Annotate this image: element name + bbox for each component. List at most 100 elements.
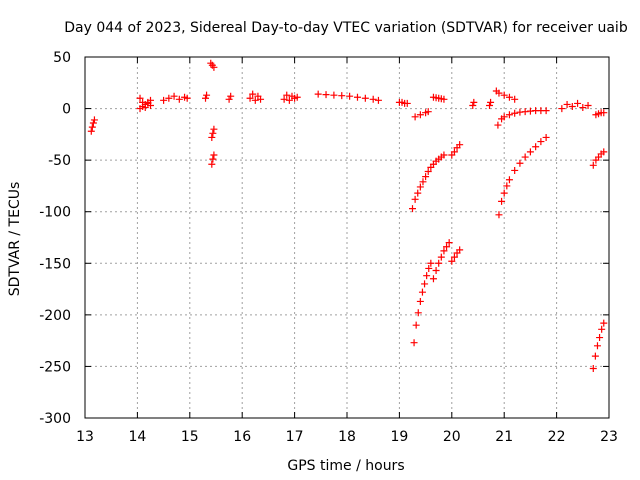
series-s18: [429, 239, 453, 283]
data-points: [87, 59, 608, 372]
data-point: [202, 94, 210, 102]
data-point: [419, 178, 427, 186]
data-point: [500, 113, 508, 121]
data-point: [170, 92, 178, 100]
data-point: [414, 309, 422, 317]
data-point: [432, 267, 440, 275]
x-tick-label: 13: [76, 429, 94, 445]
axis-ticks: 13 14 15 16 17 18 19 20 21 22 23 50 0 -50 -100 -150 -200…: [39, 50, 618, 445]
data-point: [285, 96, 293, 104]
series-s5: [207, 59, 218, 71]
data-point: [593, 342, 601, 350]
x-tick-label: 23: [600, 429, 618, 445]
x-tick-label: 19: [390, 429, 408, 445]
data-point: [450, 148, 458, 156]
series-s6: [208, 125, 218, 141]
data-point: [469, 101, 477, 109]
data-point: [175, 95, 183, 103]
data-point: [470, 98, 478, 106]
y-tick-label: 50: [53, 50, 71, 66]
series-s19: [448, 246, 464, 265]
series-s2: [136, 94, 154, 113]
x-tick-label: 15: [181, 429, 199, 445]
data-point: [456, 141, 464, 149]
data-point: [440, 151, 448, 159]
data-point: [353, 93, 361, 101]
data-point: [429, 275, 437, 283]
data-point: [450, 253, 458, 261]
data-point: [574, 99, 582, 107]
data-point: [160, 96, 168, 104]
grid: [85, 57, 609, 418]
data-point: [227, 92, 235, 100]
data-point: [424, 167, 432, 175]
x-tick-label: 21: [495, 429, 513, 445]
data-point: [600, 148, 608, 156]
x-tick-label: 17: [286, 429, 304, 445]
data-point: [445, 239, 453, 247]
data-point: [88, 123, 96, 131]
data-point: [414, 189, 422, 197]
x-tick-label: 18: [338, 429, 356, 445]
data-point: [579, 104, 587, 112]
y-axis-label: SDTVAR / TECUs: [7, 182, 23, 297]
data-point: [427, 259, 435, 267]
data-point: [424, 108, 432, 116]
x-tick-label: 22: [548, 429, 566, 445]
data-point: [487, 98, 495, 106]
data-point: [409, 205, 416, 213]
data-point: [584, 101, 592, 109]
data-point: [596, 334, 604, 342]
data-point: [210, 63, 218, 71]
data-point: [246, 94, 254, 102]
series-s9: [246, 90, 265, 104]
series-s17: [410, 259, 435, 347]
data-point: [494, 121, 502, 129]
data-point: [183, 94, 191, 102]
data-point: [411, 195, 419, 203]
data-point: [314, 90, 322, 98]
data-point: [440, 95, 448, 103]
data-point: [208, 133, 216, 141]
data-point: [503, 182, 511, 190]
data-point: [209, 129, 217, 137]
chart-title: Day 044 of 2023, Sidereal Day-to-day VTE…: [64, 20, 628, 36]
data-point: [600, 319, 608, 327]
series-s11: [314, 90, 382, 104]
data-point: [283, 91, 291, 99]
data-point: [411, 113, 419, 121]
y-tick-label: -250: [39, 359, 71, 375]
data-point: [495, 89, 503, 97]
data-point: [500, 91, 508, 99]
series-s14: [429, 93, 448, 103]
data-point: [435, 259, 443, 267]
data-point: [422, 173, 430, 181]
data-point: [418, 288, 426, 296]
series-s24: [495, 133, 550, 219]
data-point: [558, 105, 566, 113]
series-s23: [494, 107, 550, 129]
series-s4: [202, 91, 211, 102]
data-point: [416, 297, 424, 305]
data-point: [532, 143, 540, 151]
data-point: [410, 339, 418, 347]
series-s1: [87, 116, 98, 135]
data-point: [369, 95, 377, 103]
x-tick-label: 14: [128, 429, 146, 445]
data-point: [598, 325, 606, 333]
series-s10: [280, 91, 301, 104]
data-point: [87, 127, 95, 135]
data-point: [495, 211, 503, 219]
data-point: [542, 133, 550, 141]
y-tick-label: -50: [48, 153, 71, 169]
series-s20: [469, 98, 478, 109]
data-point: [542, 107, 550, 115]
data-point: [322, 91, 330, 99]
data-point: [516, 159, 524, 167]
series-s13: [411, 108, 432, 121]
data-point: [591, 352, 599, 360]
data-point: [338, 92, 346, 100]
data-point: [568, 103, 576, 111]
x-tick-label: 20: [443, 429, 461, 445]
series-s15: [409, 151, 448, 213]
